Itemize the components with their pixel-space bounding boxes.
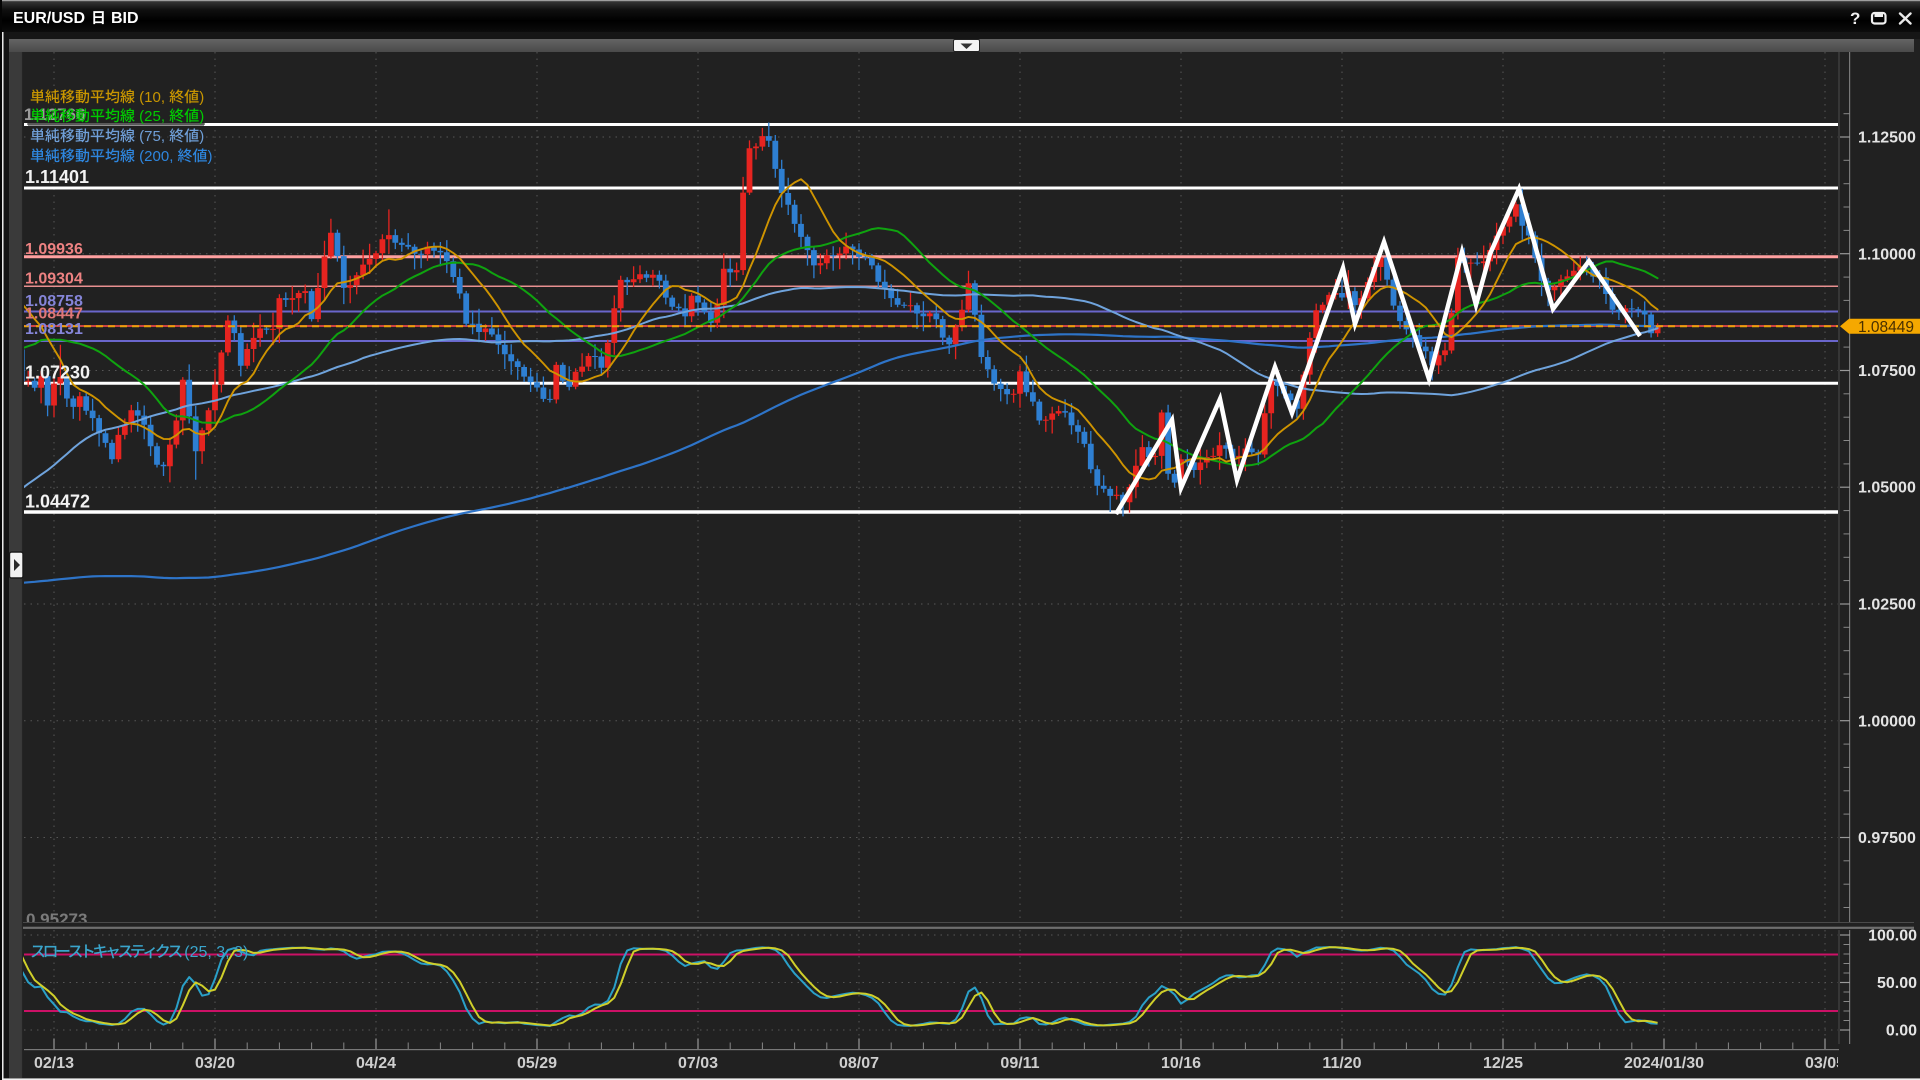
svg-text:(75,: (75,: [135, 128, 169, 145]
svg-text:1.09304: 1.09304: [25, 271, 83, 288]
svg-text:1.02500: 1.02500: [1858, 597, 1916, 614]
svg-text:1.08449: 1.08449: [1858, 319, 1914, 336]
svg-text:1.05000: 1.05000: [1858, 480, 1916, 497]
svg-text:0.00: 0.00: [1886, 1023, 1917, 1040]
svg-text:0.97500: 0.97500: [1858, 830, 1916, 847]
svg-text:1.00000: 1.00000: [1858, 713, 1916, 730]
svg-text:1.09936: 1.09936: [25, 241, 83, 258]
svg-text:12/25: 12/25: [1483, 1055, 1523, 1072]
svg-text:02/13: 02/13: [34, 1055, 74, 1072]
svg-text:50.00: 50.00: [1877, 975, 1917, 992]
svg-text:BID: BID: [111, 10, 139, 27]
svg-text:): ): [199, 108, 204, 125]
svg-text:05/29: 05/29: [517, 1055, 557, 1072]
svg-text:1.07500: 1.07500: [1858, 363, 1916, 380]
svg-text:08/07: 08/07: [839, 1055, 879, 1072]
svg-text:09/11: 09/11: [1000, 1055, 1039, 1072]
svg-text:(200,: (200,: [135, 148, 178, 165]
svg-text:1.08131: 1.08131: [25, 321, 83, 338]
svg-text:1.04472: 1.04472: [25, 492, 90, 512]
svg-text:10/16: 10/16: [1161, 1055, 1201, 1072]
svg-text:(25,: (25,: [135, 108, 169, 125]
svg-text:?: ?: [1850, 9, 1860, 28]
svg-text:1.10000: 1.10000: [1858, 246, 1916, 263]
svg-text:03/20: 03/20: [195, 1055, 235, 1072]
svg-text:): ): [208, 148, 213, 165]
svg-text:11/20: 11/20: [1322, 1055, 1361, 1072]
svg-text:03/05: 03/05: [1805, 1055, 1845, 1072]
svg-text:1.12500: 1.12500: [1858, 130, 1916, 147]
svg-text:1.08758: 1.08758: [25, 293, 83, 310]
svg-text:2024/01/30: 2024/01/30: [1624, 1055, 1704, 1072]
svg-text:0.95273: 0.95273: [26, 910, 87, 929]
svg-text:): ): [199, 128, 204, 145]
svg-text:04/24: 04/24: [356, 1055, 396, 1072]
svg-text:(25, 3, 3): (25, 3, 3): [180, 944, 248, 961]
svg-text:(10,: (10,: [135, 89, 169, 106]
svg-text:100.00: 100.00: [1868, 928, 1917, 945]
svg-text:): ): [199, 89, 204, 106]
svg-text:1.11401: 1.11401: [25, 167, 89, 187]
svg-text:1.08447: 1.08447: [25, 306, 83, 323]
svg-text:EUR/USD: EUR/USD: [13, 10, 85, 27]
svg-text:07/03: 07/03: [678, 1055, 718, 1072]
svg-text:1.07230: 1.07230: [25, 363, 90, 383]
